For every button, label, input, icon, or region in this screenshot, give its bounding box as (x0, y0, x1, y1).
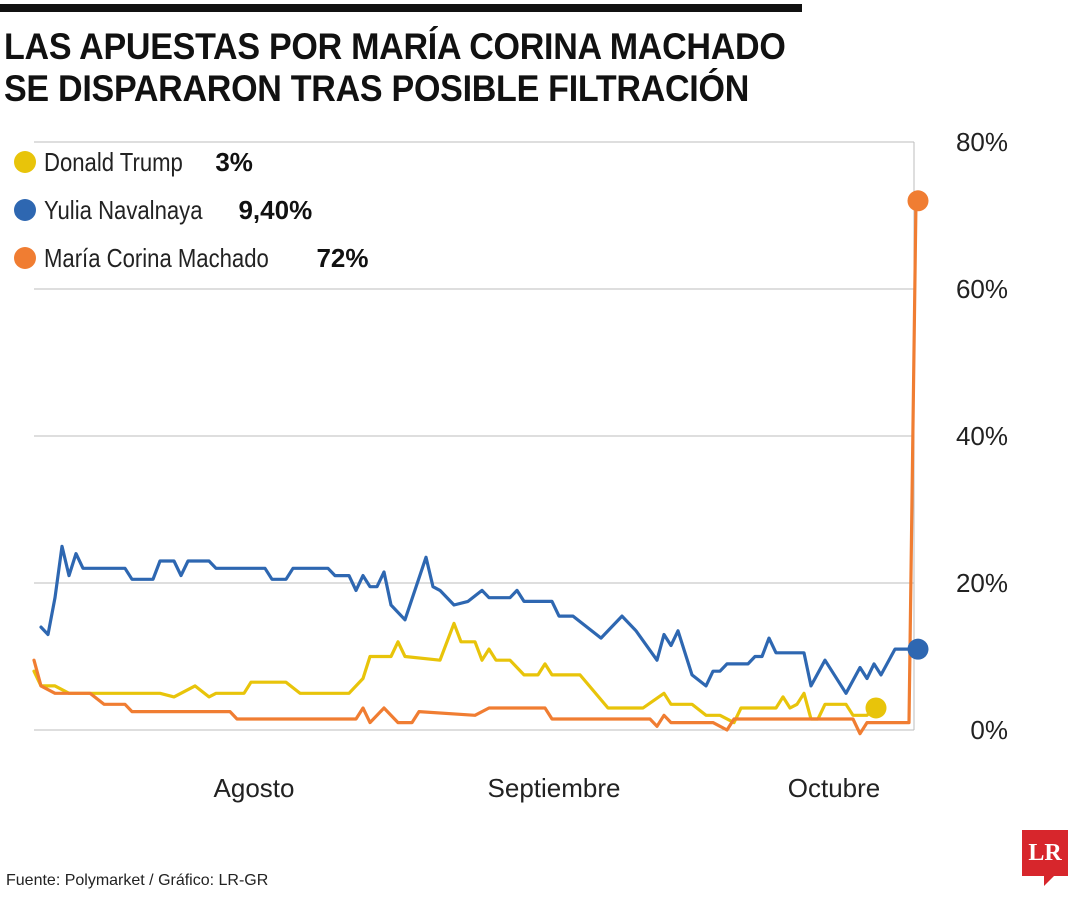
legend-item-trump: Donald Trump 3% (14, 138, 369, 186)
legend-dot-machado (14, 247, 36, 269)
x-axis-label: Septiembre (488, 773, 621, 803)
series-line (39, 544, 918, 695)
series-line (32, 199, 918, 736)
legend-value: 3% (215, 146, 253, 177)
title-line-2: SE DISPARARON TRAS POSIBLE FILTRACIÓN (4, 68, 750, 109)
y-tick-label: 60% (956, 274, 1008, 304)
y-tick-label: 0% (970, 715, 1008, 745)
legend-value: 9,40% (238, 194, 313, 225)
series-end-markers (865, 190, 929, 719)
series-line (32, 621, 876, 725)
legend-dot-navalnaya (14, 199, 36, 221)
legend-label: Yulia Navalnaya (44, 194, 203, 225)
top-rule (0, 4, 802, 12)
y-tick-label: 80% (956, 127, 1008, 157)
x-axis-labels: Agosto Septiembre Octubre (214, 773, 881, 803)
legend-label: María Corina Machado (44, 242, 269, 273)
lr-logo: LR (1022, 830, 1068, 876)
legend-dot-trump (14, 151, 36, 173)
y-tick-label: 20% (956, 568, 1008, 598)
series-end-marker (907, 190, 929, 212)
y-tick-label: 40% (956, 421, 1008, 451)
chart-title: LAS APUESTAS POR MARÍA CORINA MACHADO SE… (4, 26, 924, 110)
legend-label: Donald Trump (44, 146, 183, 177)
legend: Donald Trump 3% Yulia Navalnaya 9,40% Ma… (14, 138, 369, 282)
legend-value: 72% (316, 242, 369, 273)
source-note: Fuente: Polymarket / Gráfico: LR-GR (6, 872, 269, 889)
legend-item-machado: María Corina Machado 72% (14, 234, 369, 282)
legend-item-navalnaya: Yulia Navalnaya 9,40% (14, 186, 369, 234)
series-end-marker (865, 697, 887, 719)
x-axis-label: Octubre (788, 773, 881, 803)
lr-logo-tail (1044, 876, 1054, 886)
y-axis-ticks: 0% 20% 40% 60% 80% (956, 127, 1008, 745)
title-line-1: LAS APUESTAS POR MARÍA CORINA MACHADO (4, 26, 786, 67)
series-lines (32, 199, 918, 736)
x-axis-label: Agosto (214, 773, 295, 803)
series-end-marker (907, 638, 929, 660)
